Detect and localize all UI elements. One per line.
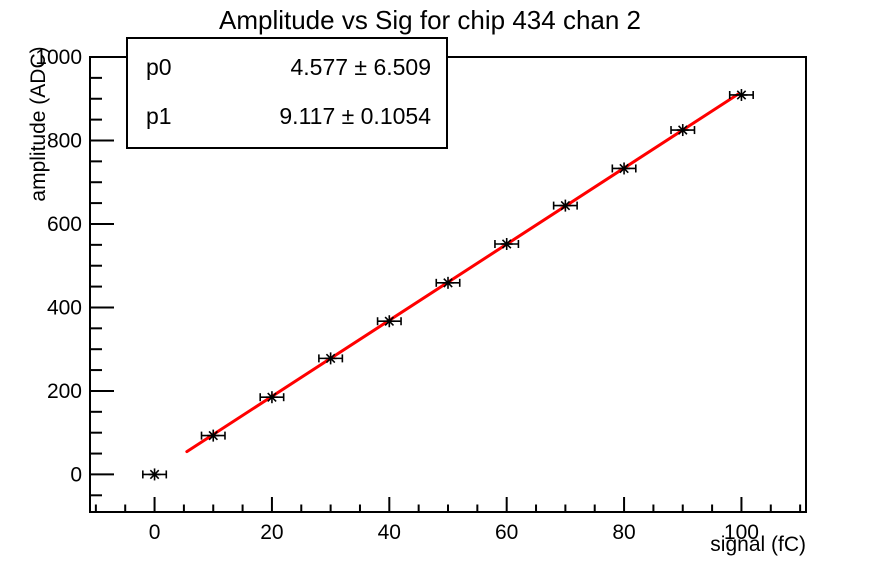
data-point (435, 276, 461, 289)
marker-asterisk (501, 239, 512, 249)
data-point (376, 315, 402, 328)
marker-asterisk (149, 469, 160, 480)
x-tick-label: 0 (149, 521, 161, 544)
data-point (728, 88, 754, 101)
data-point (670, 124, 696, 137)
stat-name-p0: p0 (146, 54, 172, 80)
marker-asterisk (443, 278, 453, 288)
y-axis-title: amplitude (ADC) (27, 46, 50, 202)
fit-line (185, 92, 741, 454)
data-point (259, 391, 285, 404)
stat-row-p0: p0 4.577 ± 6.509 (146, 54, 431, 81)
data-point (494, 238, 520, 251)
x-tick-label: 40 (378, 521, 401, 544)
data-point (552, 199, 578, 212)
y-tick-label: 800 (47, 129, 82, 152)
stat-row-p1: p1 9.117 ± 0.1054 (146, 103, 431, 130)
x-axis-title: signal (fC) (710, 533, 806, 556)
x-tick-label: 100 (724, 521, 759, 544)
marker-asterisk (736, 90, 747, 100)
marker-asterisk (677, 125, 688, 135)
x-tick-label: 80 (612, 521, 635, 544)
marker-asterisk (619, 163, 629, 174)
y-tick-label: 1000 (35, 46, 82, 69)
x-tick-label: 60 (495, 521, 518, 544)
y-tick-label: 0 (70, 463, 82, 486)
data-point (318, 352, 344, 365)
marker-asterisk (325, 353, 336, 364)
y-tick-label: 400 (47, 296, 82, 319)
data-point (611, 162, 637, 175)
stat-name-p1: p1 (146, 103, 172, 129)
fit-stats-box: p0 4.577 ± 6.509 p1 9.117 ± 0.1054 (126, 37, 448, 149)
stat-value-p1: 9.117 ± 0.1054 (279, 103, 431, 129)
data-point (200, 429, 226, 442)
data-point (142, 468, 168, 481)
y-tick-label: 600 (47, 213, 82, 236)
marker-asterisk (208, 430, 219, 441)
marker-asterisk (267, 392, 277, 402)
marker-asterisk (384, 316, 395, 326)
x-tick-label: 20 (260, 521, 283, 544)
plot-title: Amplitude vs Sig for chip 434 chan 2 (218, 5, 642, 35)
y-tick-label: 200 (47, 380, 82, 403)
stat-value-p0: 4.577 ± 6.509 (290, 54, 431, 80)
marker-asterisk (560, 200, 571, 211)
